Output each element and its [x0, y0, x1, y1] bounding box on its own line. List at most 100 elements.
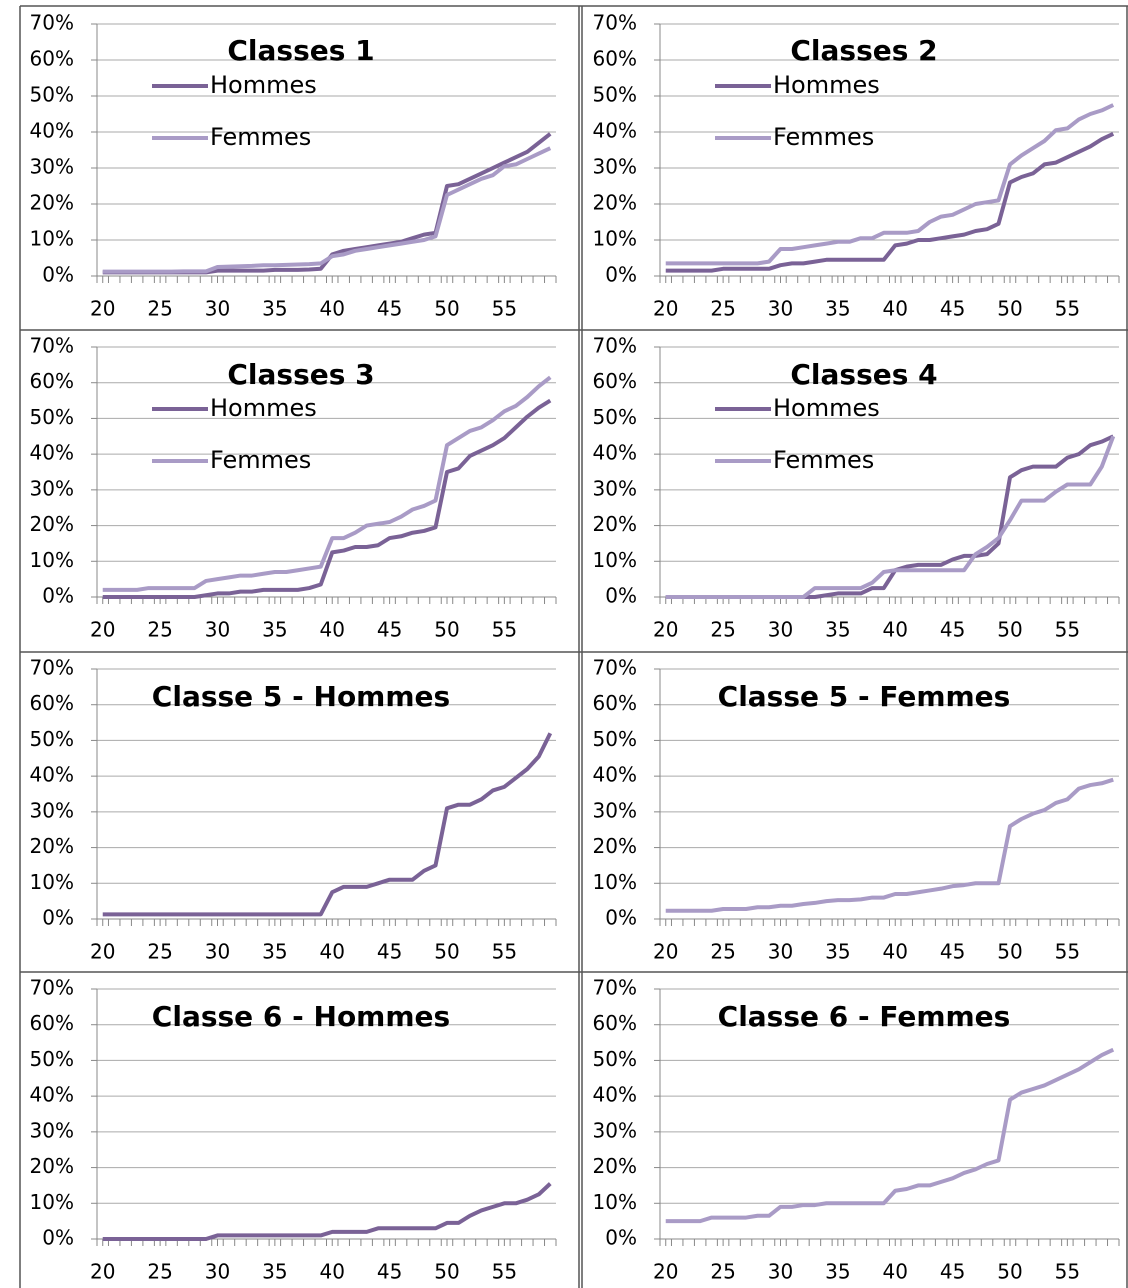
- x-tick-label: 35: [262, 297, 287, 321]
- x-tick-label: 25: [710, 1260, 735, 1284]
- y-tick-label: 10%: [593, 870, 637, 894]
- y-tick-label: 10%: [30, 1190, 74, 1214]
- x-tick-label: 25: [147, 618, 172, 642]
- legend-label: Femmes: [773, 123, 874, 151]
- x-tick-label: 55: [1055, 618, 1080, 642]
- y-tick-label: 40%: [30, 763, 74, 787]
- line: [102, 732, 553, 917]
- y-tick-label: 20%: [593, 834, 637, 858]
- x-tick-label: 35: [825, 940, 850, 964]
- legend-label: Hommes: [773, 394, 880, 422]
- x-tick-label: 20: [90, 297, 115, 321]
- legend-label: Hommes: [210, 394, 317, 422]
- y-tick-label: 10%: [593, 548, 637, 572]
- x-tick-label: 30: [768, 1260, 793, 1284]
- chart-title: Classes 4: [790, 358, 937, 391]
- x-tick-label: 30: [768, 297, 793, 321]
- line: [665, 777, 1114, 913]
- x-tick-label: 30: [205, 618, 230, 642]
- legend-label: Hommes: [773, 71, 880, 99]
- chart: 0% 10% 20% 30% 40% 50% 60% 70% 20 25 30 35 40 45 50 55 C…: [30, 656, 557, 964]
- y-tick-label: 40%: [593, 1083, 637, 1107]
- y-tick-label: 40%: [593, 119, 637, 143]
- y-tick-label: 0%: [605, 1226, 637, 1250]
- x-tick-label: 20: [653, 1260, 678, 1284]
- y-tick-label: 0%: [42, 584, 74, 608]
- y-tick-label: 60%: [593, 691, 637, 715]
- y-tick-label: 10%: [30, 870, 74, 894]
- y-tick-label: 60%: [30, 1011, 74, 1035]
- x-tick-label: 25: [710, 940, 735, 964]
- y-tick-label: 60%: [30, 691, 74, 715]
- y-tick-label: 10%: [593, 227, 637, 251]
- chart-title: Classes 1: [227, 34, 374, 67]
- y-tick-label: 70%: [30, 11, 74, 35]
- x-tick-label: 35: [262, 1260, 287, 1284]
- line: [102, 132, 552, 275]
- x-tick-label: 20: [90, 940, 115, 964]
- x-tick-label: 45: [940, 1260, 965, 1284]
- y-tick-label: 30%: [30, 476, 74, 500]
- y-tick-label: 20%: [30, 512, 74, 536]
- y-tick-label: 50%: [30, 727, 74, 751]
- line: [665, 435, 1116, 599]
- chart-title: Classe 6 - Hommes: [152, 1000, 450, 1033]
- line: [665, 103, 1115, 266]
- x-tick-label: 50: [434, 1260, 459, 1284]
- x-tick-label: 45: [940, 618, 965, 642]
- line: [665, 1047, 1115, 1224]
- y-tick-label: 20%: [593, 191, 637, 215]
- line: [102, 398, 552, 599]
- x-tick-label: 50: [997, 618, 1022, 642]
- x-tick-label: 55: [492, 297, 517, 321]
- y-tick-label: 70%: [593, 334, 637, 358]
- y-tick-label: 50%: [30, 1047, 74, 1071]
- y-tick-label: 40%: [30, 441, 74, 465]
- x-tick-label: 40: [883, 1260, 908, 1284]
- legend-label: Hommes: [210, 71, 317, 99]
- y-tick-label: 30%: [593, 798, 637, 822]
- y-tick-label: 20%: [593, 1154, 637, 1178]
- y-tick-label: 0%: [42, 906, 74, 930]
- x-tick-label: 20: [653, 940, 678, 964]
- x-tick-label: 55: [1055, 1260, 1080, 1284]
- x-tick-label: 25: [710, 618, 735, 642]
- y-tick-label: 30%: [30, 155, 74, 179]
- y-tick-label: 10%: [30, 227, 74, 251]
- y-tick-label: 40%: [593, 441, 637, 465]
- table-borders: [19, 5, 1128, 1288]
- x-tick-label: 50: [997, 1260, 1022, 1284]
- x-tick-label: 55: [1055, 940, 1080, 964]
- x-tick-label: 50: [997, 297, 1022, 321]
- x-tick-label: 30: [205, 1260, 230, 1284]
- x-tick-label: 30: [205, 297, 230, 321]
- x-tick-label: 45: [377, 618, 402, 642]
- y-tick-label: 10%: [593, 1190, 637, 1214]
- x-tick-label: 35: [825, 618, 850, 642]
- y-tick-label: 50%: [593, 83, 637, 107]
- chart: 0% 10% 20% 30% 40% 50% 60% 70% 20 25 30 35 40 45 50 55 C…: [593, 11, 1120, 321]
- x-tick-label: 40: [883, 297, 908, 321]
- line: [665, 131, 1115, 273]
- x-tick-label: 40: [883, 618, 908, 642]
- y-tick-label: 0%: [42, 1226, 74, 1250]
- x-tick-label: 20: [653, 297, 678, 321]
- y-tick-label: 60%: [593, 369, 637, 393]
- line: [102, 1182, 552, 1241]
- y-tick-label: 20%: [30, 191, 74, 215]
- legend-label: Femmes: [210, 123, 311, 151]
- line: [102, 146, 552, 274]
- y-tick-label: 40%: [593, 763, 637, 787]
- x-tick-label: 45: [940, 940, 965, 964]
- x-tick-label: 35: [825, 1260, 850, 1284]
- x-tick-label: 55: [492, 940, 517, 964]
- x-tick-label: 30: [768, 940, 793, 964]
- y-tick-label: 30%: [593, 476, 637, 500]
- x-tick-label: 25: [147, 1260, 172, 1284]
- y-tick-label: 50%: [593, 405, 637, 429]
- y-tick-label: 70%: [30, 334, 74, 358]
- x-tick-label: 40: [320, 618, 345, 642]
- x-tick-label: 40: [320, 1260, 345, 1284]
- x-tick-label: 30: [205, 940, 230, 964]
